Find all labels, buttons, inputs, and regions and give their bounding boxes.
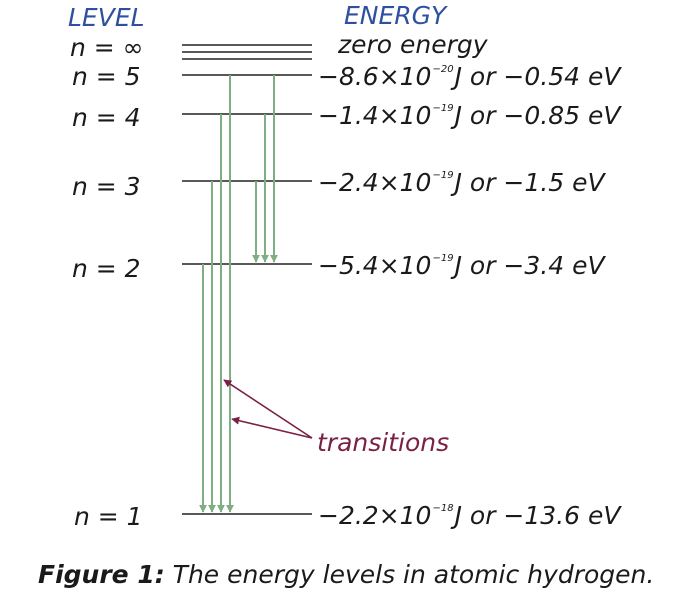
energy-joule-n1: −2.2×10 [318,501,432,530]
energy-ev-n2: J or −3.4 eV [454,251,605,280]
energy-exponent-n1: −18 [432,503,454,514]
energy-exponent-n4: −19 [432,103,454,114]
annotation-pointer-lower [231,416,313,439]
energy-header: ENERGY [344,1,447,30]
energy-ev-n4: J or −0.85 eV [454,101,621,130]
energy-value-n5: −8.6×10−20J or −0.54 eV [318,64,620,89]
energy-ev-n5: J or −0.54 eV [454,62,621,91]
energy-joule-n2: −5.4×10 [318,251,432,280]
energy-ev-n3: J or −1.5 eV [454,168,605,197]
energy-joule-n4: −1.4×10 [318,101,432,130]
level-label-n3: n = 3 [72,172,141,201]
energy-joule-n3: −2.4×10 [318,168,432,197]
energy-value-n1: −2.2×10−18J or −13.6 eV [318,503,620,528]
caption-figure-number: Figure 1: [38,560,165,589]
level-header: LEVEL [68,3,145,32]
energy-exponent-n2: −19 [432,253,454,264]
level-label-n1: n = 1 [74,502,143,531]
level-label-n2: n = 2 [72,254,141,283]
energy-ev-n1: J or −13.6 eV [454,501,621,530]
annotation-pointer-upper [223,379,313,439]
energy-exponent-n5: −20 [432,64,454,75]
level-label-n4: n = 4 [72,103,141,132]
transitions-label: transitions [317,428,450,457]
energy-exponent-n3: −19 [432,170,454,181]
energy-value-n2: −5.4×10−19J or −3.4 eV [318,253,605,278]
level-label-n-inf: n = ∞ [70,33,144,62]
energy-value-n3: −2.4×10−19J or −1.5 eV [318,170,605,195]
figure-caption: Figure 1: The energy levels in atomic hy… [38,562,654,587]
energy-value-n-inf: zero energy [338,30,488,59]
energy-value-n4: −1.4×10−19J or −0.85 eV [318,103,620,128]
caption-text: The energy levels in atomic hydrogen. [164,560,655,589]
level-label-n5: n = 5 [72,62,141,91]
energy-joule-n5: −8.6×10 [318,62,432,91]
